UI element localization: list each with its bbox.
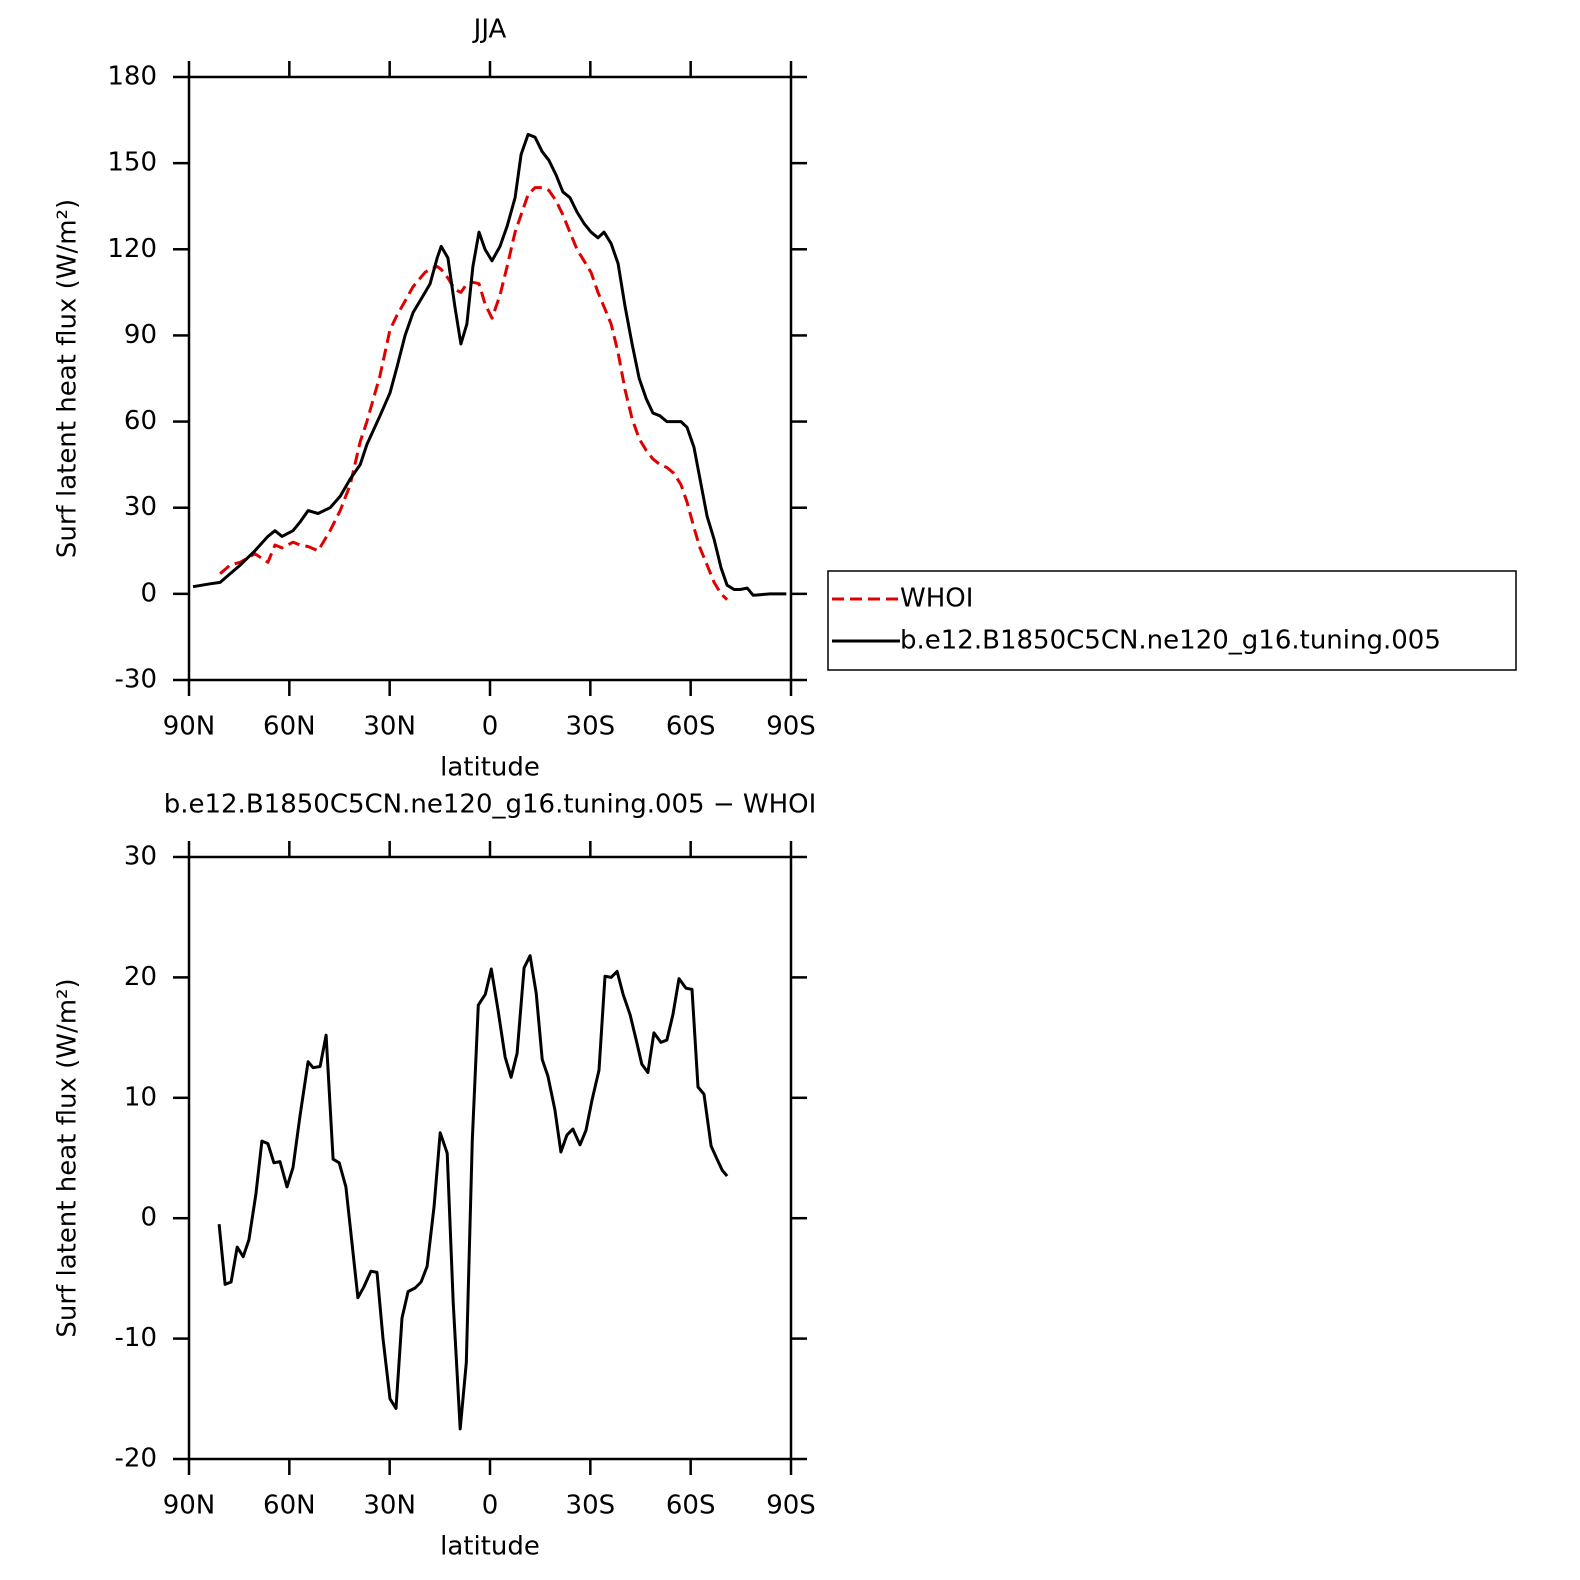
x-tick-label: 90N xyxy=(163,712,216,742)
y-tick-label: 20 xyxy=(124,962,157,992)
x-tick-label: 30N xyxy=(363,712,416,742)
legend-label: b.e12.B1850C5CN.ne120_g16.tuning.005 xyxy=(900,626,1441,656)
x-tick-label: 60S xyxy=(666,712,716,742)
y-tick-label: 0 xyxy=(140,1203,157,1233)
line-series xyxy=(192,132,787,597)
y-tick-label: 120 xyxy=(107,234,157,264)
y-tick-label: -30 xyxy=(115,665,157,695)
x-tick-label: 90N xyxy=(163,1491,216,1521)
line-series xyxy=(219,186,729,601)
y-tick-label: 10 xyxy=(124,1082,157,1112)
x-tick-label: 30S xyxy=(566,712,616,742)
x-axis-label: latitude xyxy=(440,753,540,783)
y-axis-label: Surf latent heat flux (W/m²) xyxy=(53,978,83,1337)
y-tick-label: -10 xyxy=(115,1323,157,1353)
x-tick-label: 60N xyxy=(263,712,316,742)
x-tick-label: 90S xyxy=(766,712,816,742)
legend-box xyxy=(827,570,1517,671)
x-tick-label: 0 xyxy=(482,1491,499,1521)
y-tick-label: 30 xyxy=(124,492,157,522)
x-tick-label: 0 xyxy=(482,712,499,742)
y-tick-label: 60 xyxy=(124,406,157,436)
legend-label: WHOI xyxy=(900,584,973,614)
y-tick-label: 90 xyxy=(124,320,157,350)
y-axis-label: Surf latent heat flux (W/m²) xyxy=(53,199,83,558)
x-tick-label: 60N xyxy=(263,1491,316,1521)
y-tick-label: 0 xyxy=(140,578,157,608)
line-series xyxy=(217,954,729,1431)
y-tick-label: 30 xyxy=(124,842,157,872)
x-axis-label: latitude xyxy=(440,1532,540,1562)
x-tick-label: 30S xyxy=(566,1491,616,1521)
plot-frame xyxy=(187,75,793,682)
y-tick-label: 180 xyxy=(107,62,157,92)
x-tick-label: 60S xyxy=(666,1491,716,1521)
x-tick-label: 90S xyxy=(766,1491,816,1521)
chart-title: b.e12.B1850C5CN.ne120_g16.tuning.005 − W… xyxy=(164,790,817,820)
y-tick-label: 150 xyxy=(107,148,157,178)
x-tick-label: 30N xyxy=(363,1491,416,1521)
y-tick-label: -20 xyxy=(115,1444,157,1474)
chart-title: JJA xyxy=(472,15,507,45)
plot-frame xyxy=(187,855,793,1461)
